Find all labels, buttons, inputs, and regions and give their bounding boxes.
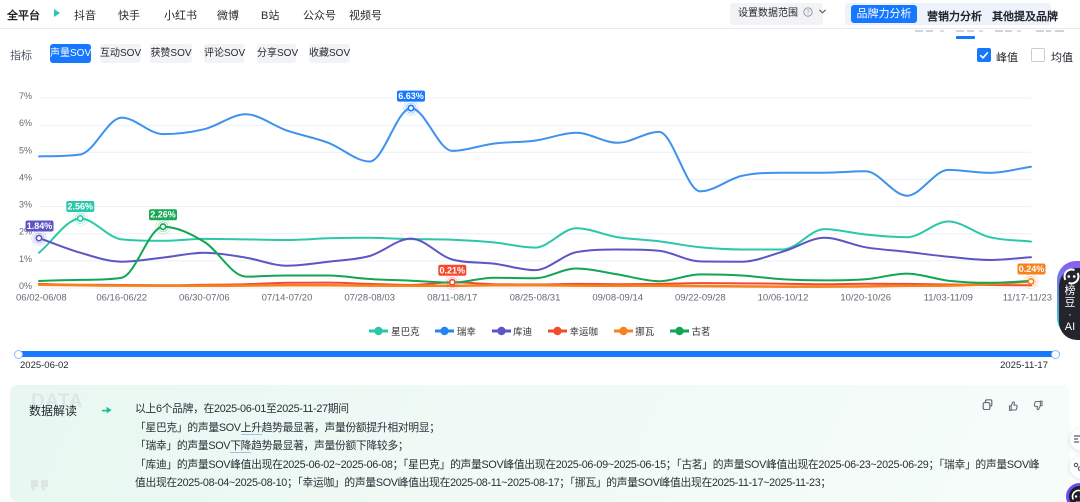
svg-text:2.56%: 2.56%	[68, 202, 94, 212]
svg-text:0.21%: 0.21%	[440, 265, 466, 275]
svg-text:09/08-09/14: 09/08-09/14	[592, 293, 643, 304]
svg-text:5%: 5%	[19, 145, 32, 155]
svg-text:0.24%: 0.24%	[1019, 264, 1045, 274]
svg-text:08/11-08/17: 08/11-08/17	[427, 293, 477, 304]
svg-text:2%: 2%	[19, 227, 32, 237]
svg-text:7%: 7%	[19, 91, 32, 101]
svg-text:3%: 3%	[19, 200, 32, 210]
svg-text:2.26%: 2.26%	[150, 210, 176, 220]
svg-text:09/22-09/28: 09/22-09/28	[675, 293, 726, 304]
svg-text:07/28-08/03: 07/28-08/03	[344, 293, 395, 304]
svg-text:10/06-10/12: 10/06-10/12	[758, 293, 809, 304]
svg-text:06/02-06/08: 06/02-06/08	[16, 293, 67, 304]
svg-text:1.84%: 1.84%	[27, 221, 53, 231]
svg-text:11/17-11/23: 11/17-11/23	[1003, 293, 1052, 304]
svg-text:4%: 4%	[19, 172, 32, 182]
svg-text:6%: 6%	[19, 118, 32, 128]
svg-text:06/30-07/06: 06/30-07/06	[179, 293, 230, 304]
svg-text:0%: 0%	[19, 281, 32, 291]
svg-text:6.63%: 6.63%	[398, 91, 424, 101]
svg-text:07/14-07/20: 07/14-07/20	[262, 293, 313, 304]
svg-text:?: ?	[806, 9, 810, 16]
svg-text:06/16-06/22: 06/16-06/22	[96, 293, 147, 304]
svg-text:10/20-10/26: 10/20-10/26	[840, 293, 891, 304]
svg-text:08/25-08/31: 08/25-08/31	[510, 293, 561, 304]
svg-text:1%: 1%	[19, 254, 32, 264]
svg-text:11/03-11/09: 11/03-11/09	[924, 293, 973, 304]
